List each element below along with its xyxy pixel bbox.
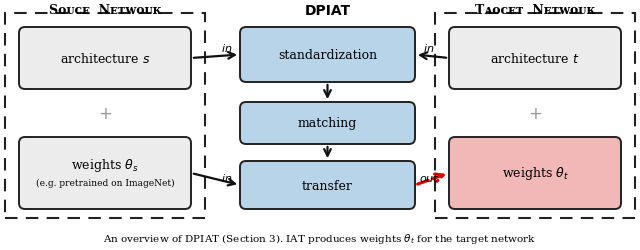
Text: Tᴀᴏᴄᴇᴛ  Nᴇᴛᴡᴏᴜᴋ: Tᴀᴏᴄᴇᴛ Nᴇᴛᴡᴏᴜᴋ bbox=[475, 4, 595, 18]
FancyBboxPatch shape bbox=[449, 28, 621, 90]
Text: $in$: $in$ bbox=[423, 41, 435, 53]
FancyBboxPatch shape bbox=[449, 138, 621, 209]
FancyBboxPatch shape bbox=[240, 102, 415, 144]
Bar bbox=[435, 14, 635, 218]
FancyBboxPatch shape bbox=[19, 28, 191, 90]
Text: transfer: transfer bbox=[302, 179, 353, 192]
Text: architecture $s$: architecture $s$ bbox=[60, 52, 150, 66]
Text: An overview of DPIAT (Section 3). IAT produces weights $\theta_t$ for the target: An overview of DPIAT (Section 3). IAT pr… bbox=[104, 231, 536, 245]
FancyBboxPatch shape bbox=[19, 138, 191, 209]
Text: $out$: $out$ bbox=[419, 171, 439, 183]
Bar bbox=[5, 14, 205, 218]
Text: weights $\theta_t$: weights $\theta_t$ bbox=[502, 165, 568, 182]
FancyBboxPatch shape bbox=[240, 28, 415, 83]
Text: +: + bbox=[98, 104, 112, 122]
Text: weights $\theta_s$: weights $\theta_s$ bbox=[71, 156, 139, 173]
FancyBboxPatch shape bbox=[240, 161, 415, 209]
Text: DPIAT: DPIAT bbox=[305, 4, 351, 18]
Text: matching: matching bbox=[298, 117, 357, 130]
Text: $in$: $in$ bbox=[221, 41, 233, 53]
Text: $in$: $in$ bbox=[221, 171, 233, 183]
Text: +: + bbox=[528, 104, 542, 122]
Text: (e.g. pretrained on ImageNet): (e.g. pretrained on ImageNet) bbox=[36, 178, 174, 187]
Text: standardization: standardization bbox=[278, 49, 377, 62]
Text: architecture $t$: architecture $t$ bbox=[490, 52, 580, 66]
Text: Sᴏᴜᴄᴇ  Nᴇᴛᴡᴏᴜᴋ: Sᴏᴜᴄᴇ Nᴇᴛᴡᴏᴜᴋ bbox=[49, 4, 161, 18]
